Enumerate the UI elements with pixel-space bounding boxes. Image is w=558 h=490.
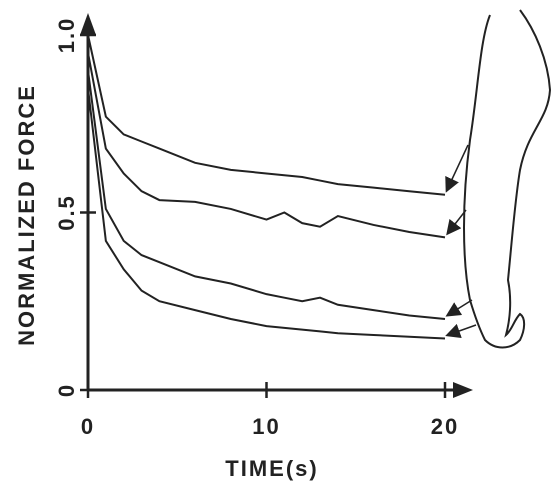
x-tick-label: 20 — [431, 414, 459, 439]
x-tick-label: 10 — [252, 414, 280, 439]
x-tick-label: 0 — [81, 414, 95, 439]
line — [87, 70, 446, 320]
x-axis-label: TIME(s) — [225, 456, 318, 481]
y-axis-arrow — [80, 13, 96, 35]
y-tick-label: 0.5 — [54, 194, 79, 231]
y-axis-label: NORMALIZED FORCE — [14, 84, 39, 346]
line — [87, 52, 446, 239]
x-axis-arrow — [453, 382, 473, 398]
arm-drawing — [463, 9, 552, 349]
line — [87, 88, 446, 340]
line — [87, 34, 446, 196]
y-tick-label: 1.0 — [54, 17, 79, 54]
arrows — [445, 144, 477, 339]
y-tick-label: 0 — [54, 383, 79, 397]
